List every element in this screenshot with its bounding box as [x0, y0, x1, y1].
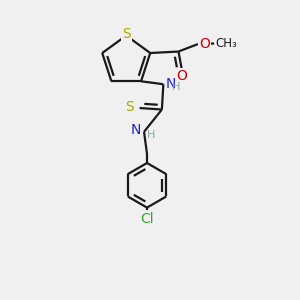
Text: H: H — [172, 82, 180, 92]
Text: O: O — [177, 69, 188, 83]
Text: S: S — [125, 100, 134, 114]
Text: O: O — [199, 37, 210, 50]
Text: S: S — [122, 27, 130, 41]
Text: N: N — [166, 77, 176, 91]
Text: N: N — [131, 123, 141, 137]
Text: CH₃: CH₃ — [216, 37, 237, 50]
Text: Cl: Cl — [140, 212, 154, 226]
Text: H: H — [147, 130, 155, 140]
